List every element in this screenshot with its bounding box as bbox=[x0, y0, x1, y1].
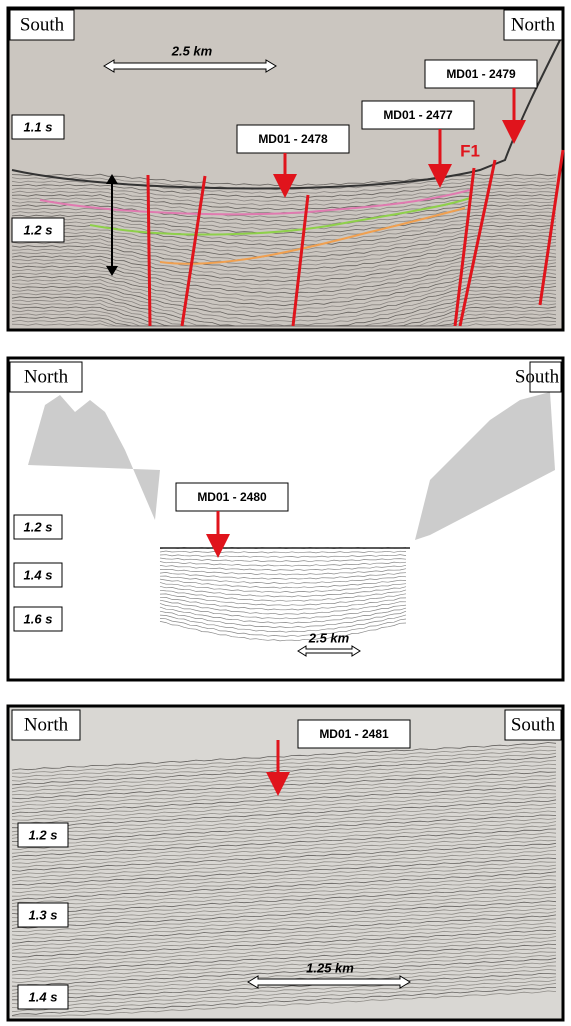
core-label: MD01 - 2478 bbox=[258, 132, 328, 146]
figure: South North 2.5 km 1.1 s 1.2 s MD01 - 24… bbox=[0, 0, 571, 1026]
time-label: 1.3 s bbox=[29, 907, 58, 922]
core-label: MD01 - 2479 bbox=[446, 67, 516, 81]
direction-label: North bbox=[24, 366, 69, 387]
fault-label: F1 bbox=[460, 141, 480, 160]
scale-label: 2.5 km bbox=[308, 630, 350, 645]
fault-line bbox=[148, 175, 150, 326]
core-label: MD01 - 2477 bbox=[383, 108, 453, 122]
direction-label: South bbox=[511, 714, 556, 735]
time-label: 1.6 s bbox=[24, 611, 53, 626]
time-label: 1.2 s bbox=[24, 519, 53, 534]
scale-label: 2.5 km bbox=[171, 43, 213, 58]
scale-label: 1.25 km bbox=[306, 960, 354, 975]
seismic-panel-3: North South MD01 - 2481 1.2 s 1.3 s 1.4 … bbox=[8, 706, 563, 1020]
time-label: 1.2 s bbox=[29, 827, 58, 842]
direction-label: North bbox=[24, 714, 69, 735]
direction-label: North bbox=[511, 14, 556, 35]
direction-label: South bbox=[515, 366, 560, 387]
time-label: 1.4 s bbox=[29, 989, 58, 1004]
time-label: 1.4 s bbox=[24, 567, 53, 582]
time-label: 1.2 s bbox=[24, 222, 53, 237]
core-label: MD01 - 2480 bbox=[197, 490, 267, 504]
seismic-panel-1: South North 2.5 km 1.1 s 1.2 s MD01 - 24… bbox=[8, 8, 563, 330]
direction-label: South bbox=[20, 14, 65, 35]
seismic-panel-2: North South MD01 - 2480 1.2 s 1.4 s 1.6 … bbox=[8, 358, 563, 680]
time-label: 1.1 s bbox=[24, 119, 53, 134]
core-label: MD01 - 2481 bbox=[319, 727, 389, 741]
